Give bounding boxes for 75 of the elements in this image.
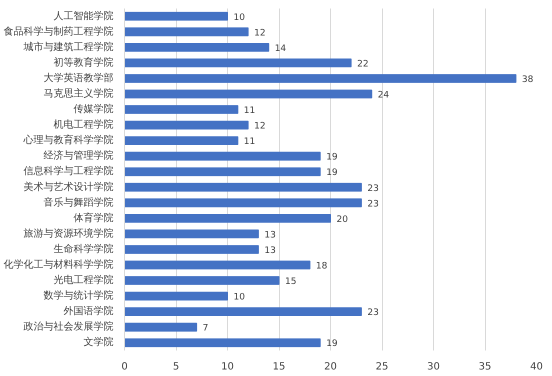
y-tick-label: 机电工程学院 (54, 118, 114, 131)
x-tick-label: 10 (221, 362, 234, 372)
y-tick-label: 化学化工与材料科学学院 (4, 258, 114, 270)
y-tick-label: 大学英语教学部 (44, 72, 114, 84)
bar (124, 230, 259, 238)
y-tick-label: 马克思主义学院 (44, 88, 114, 100)
y-tick-label: 旅游与资源环境学院 (24, 227, 114, 240)
bar (124, 152, 321, 161)
y-tick-label: 传媒学院 (74, 103, 114, 116)
data-label: 11 (244, 106, 256, 116)
data-label: 12 (254, 122, 266, 132)
bar (124, 338, 321, 348)
y-tick-label: 美术与艺术设计学院 (24, 180, 114, 193)
data-label: 23 (367, 308, 379, 318)
bar (124, 74, 516, 83)
data-label: 19 (326, 168, 338, 178)
data-label: 19 (326, 152, 338, 163)
bar (124, 292, 228, 300)
x-tick-label: 0 (121, 362, 128, 372)
bar (124, 136, 238, 146)
bar (124, 167, 321, 176)
bar (124, 27, 249, 36)
x-tick-label: 15 (272, 362, 286, 372)
y-tick-label: 经济与管理学院 (44, 150, 114, 162)
bar (124, 42, 270, 52)
data-label: 12 (254, 28, 266, 38)
y-tick-label: 食品科学与制药工程学院 (4, 25, 114, 38)
data-label: 13 (264, 230, 276, 240)
y-tick-label: 文学院 (84, 336, 114, 348)
bar (124, 90, 372, 98)
x-tick-label: 35 (478, 362, 492, 372)
bar (124, 105, 238, 114)
bar (124, 198, 362, 208)
data-label: 18 (316, 262, 328, 272)
bar (124, 120, 249, 130)
bar (124, 182, 362, 192)
x-tick-label: 20 (324, 362, 337, 372)
y-tick-label: 人工智能学院 (54, 10, 114, 22)
y-tick-label: 数学与统计学院 (44, 290, 114, 302)
data-label: 15 (285, 277, 296, 288)
bar (124, 260, 310, 270)
bar (124, 322, 198, 332)
data-label: 22 (357, 59, 369, 70)
x-tick-label: 5 (172, 362, 180, 372)
y-tick-label: 心理与教育科学学院 (22, 134, 114, 146)
data-label: 23 (367, 184, 379, 194)
y-tick-label: 初等教育学院 (54, 56, 114, 68)
data-label: 38 (522, 74, 534, 85)
y-tick-label: 城市与建筑工程学院 (22, 40, 114, 53)
bar (124, 307, 362, 316)
y-tick-label: 体育学院 (74, 212, 114, 224)
bar (124, 214, 331, 223)
data-label: 11 (244, 137, 256, 148)
x-tick-label: 30 (427, 362, 440, 372)
y-tick-label: 政治与社会发展学院 (24, 320, 114, 333)
data-label: 7 (202, 324, 208, 334)
data-label: 23 (367, 199, 379, 210)
bar (124, 12, 228, 21)
data-label: 10 (234, 12, 246, 23)
data-label: 14 (274, 44, 286, 54)
data-label: 19 (326, 339, 338, 350)
y-tick-label: 外国语学院 (64, 305, 114, 318)
x-tick-label: 25 (376, 362, 388, 372)
y-tick-label: 信息科学与工程学院 (24, 165, 114, 178)
data-label: 10 (234, 292, 246, 303)
bar (124, 245, 259, 254)
y-tick-label: 光电工程学院 (54, 274, 114, 286)
y-tick-label: 生命科学学院 (54, 242, 114, 255)
data-label: 13 (264, 246, 276, 256)
y-tick-label: 音乐与舞蹈学院 (44, 196, 114, 208)
x-tick-label: 40 (530, 362, 543, 372)
bar (124, 276, 280, 285)
data-label: 20 (336, 214, 348, 225)
bar (124, 58, 352, 68)
data-label: 24 (378, 90, 390, 100)
